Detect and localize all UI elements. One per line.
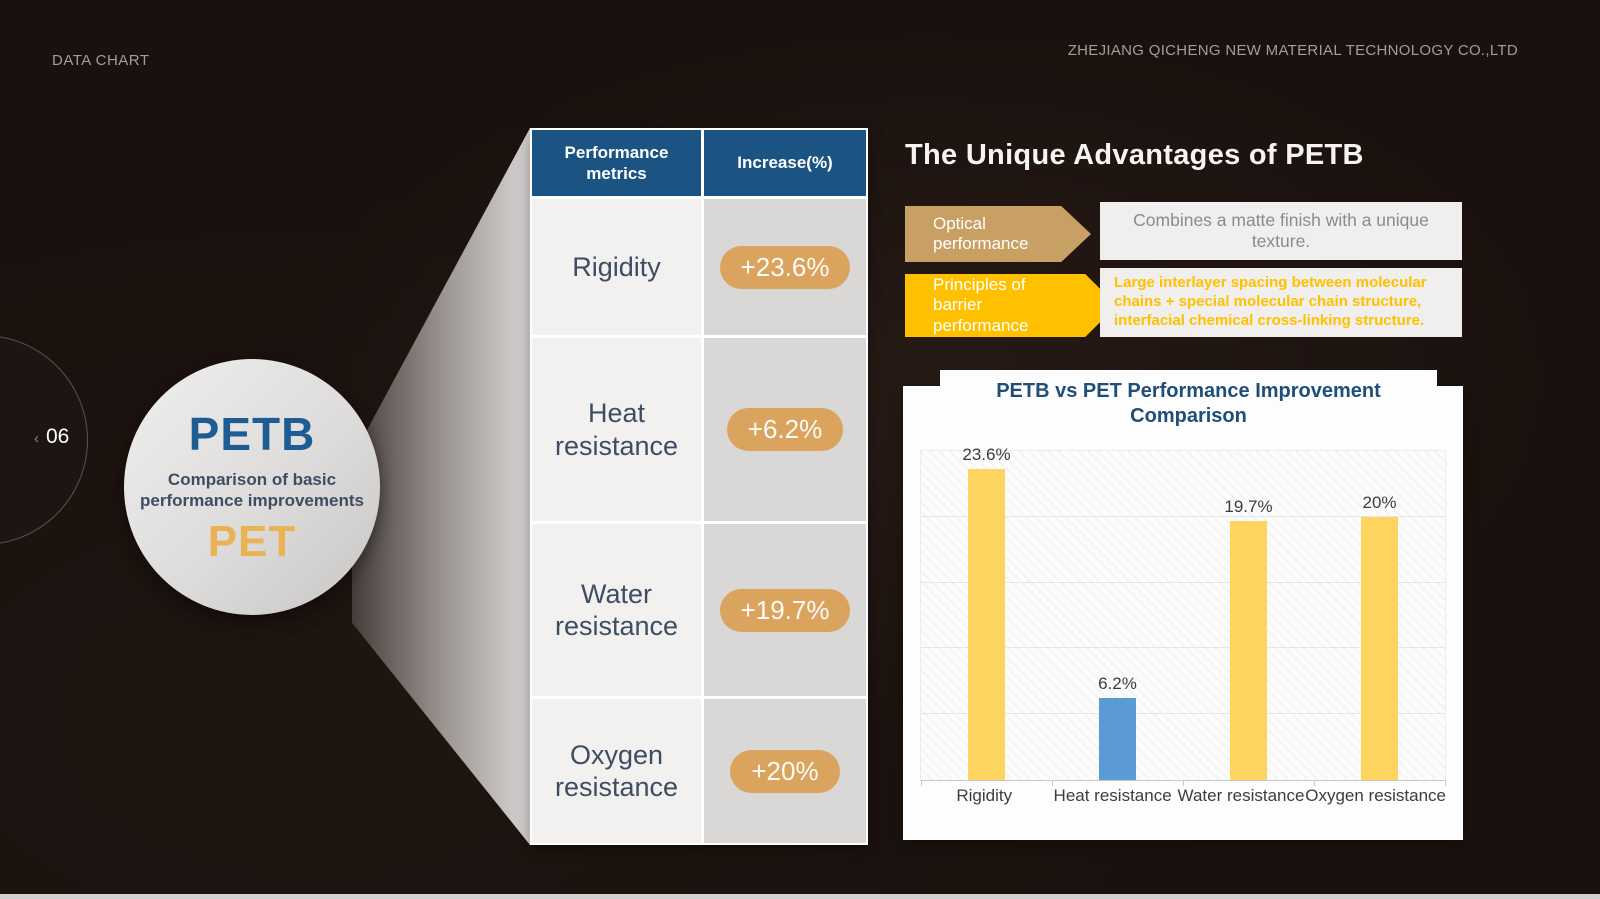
table-row-value: +6.2% — [704, 338, 866, 521]
bar-value-label: 20% — [1362, 492, 1397, 512]
table-header-increase: Increase(%) — [704, 130, 866, 196]
table-header-metrics: Performance metrics — [532, 130, 701, 196]
barrier-principles-box: Large interlayer spacing between molecul… — [1100, 268, 1462, 337]
arrow-label: Optical performance — [933, 213, 1029, 253]
x-axis-tick — [1052, 780, 1053, 786]
optical-performance-box: Combines a matte finish with a unique te… — [1100, 202, 1462, 260]
chart-plot-area: 23.6% 6.2% 19.7% 20% — [920, 445, 1446, 786]
x-axis-tick — [1314, 780, 1315, 786]
chart-title: PETB vs PET Performance Improvement Comp… — [996, 380, 1381, 427]
table-row-metric: Heat resistance — [532, 338, 701, 521]
chart-bar — [1361, 516, 1398, 780]
chart-title-banner: PETB vs PET Performance Improvement Comp… — [940, 370, 1437, 446]
chevron-left-icon[interactable]: ‹ — [34, 430, 39, 447]
x-axis-tick — [1445, 780, 1446, 786]
infobox-text: Large interlayer spacing between molecul… — [1114, 274, 1427, 329]
chart-bar — [1099, 698, 1136, 780]
x-axis-label: Oxygen resistance — [1305, 786, 1447, 805]
bar-value-label: 19.7% — [1224, 496, 1273, 516]
chart-gridline — [921, 515, 1445, 517]
x-axis-label: Rigidity — [956, 786, 1013, 805]
chart-panel: 23.6% 6.2% 19.7% 20% Rigidity Heat resistan… — [903, 386, 1463, 840]
performance-table: Performance metrics Increase(%) Rigidity… — [530, 128, 868, 845]
table-row-metric: Water resistance — [532, 524, 701, 696]
page-number[interactable]: ‹ 06 — [34, 425, 69, 449]
infobox-text: Combines a matte finish with a unique te… — [1133, 210, 1429, 251]
petb-label: PETB — [188, 407, 316, 460]
section-title: The Unique Advantages of PETB — [905, 139, 1364, 171]
chart-bar — [968, 469, 1005, 780]
pet-label: PET — [207, 517, 297, 567]
chart-bar — [1230, 520, 1267, 780]
petb-pet-circle: PETB Comparison of basic performance imp… — [124, 359, 380, 615]
chart-x-axis: Rigidity Heat resistance Water resistanc… — [920, 786, 1446, 806]
increase-pill: +23.6% — [719, 245, 851, 289]
table-row-metric: Oxygen resistance — [532, 699, 701, 843]
x-axis-label: Heat resistance — [1053, 786, 1172, 805]
table-row-value: +20% — [704, 699, 866, 843]
chart-gridline — [921, 581, 1445, 583]
barrier-principles-arrow: Principles of barrier performance — [905, 274, 1117, 337]
page-number-label: 06 — [46, 425, 70, 448]
table-row-metric: Rigidity — [532, 199, 701, 335]
x-axis-tick — [921, 780, 922, 786]
arrow-label: Principles of barrier performance — [933, 274, 1029, 335]
increase-pill: +19.7% — [719, 588, 851, 632]
optical-performance-arrow: Optical performance — [905, 206, 1091, 262]
table-row-value: +19.7% — [704, 524, 866, 696]
circle-subtitle: Comparison of basic performance improvem… — [140, 469, 364, 510]
bar-value-label: 23.6% — [962, 445, 1011, 465]
table-row-value: +23.6% — [704, 199, 866, 335]
increase-pill: +20% — [730, 749, 840, 793]
x-axis-tick — [1183, 780, 1184, 786]
company-name: ZHEJIANG QICHENG NEW MATERIAL TECHNOLOGY… — [1067, 42, 1518, 59]
chart-gridline — [921, 647, 1445, 649]
slide-eyebrow: DATA CHART — [52, 52, 150, 69]
bar-value-label: 6.2% — [1098, 674, 1137, 694]
chart-gridline — [921, 713, 1445, 715]
increase-pill: +6.2% — [726, 408, 844, 451]
bottom-accent-strip — [0, 894, 1600, 899]
x-axis-label: Water resistance — [1177, 786, 1305, 805]
